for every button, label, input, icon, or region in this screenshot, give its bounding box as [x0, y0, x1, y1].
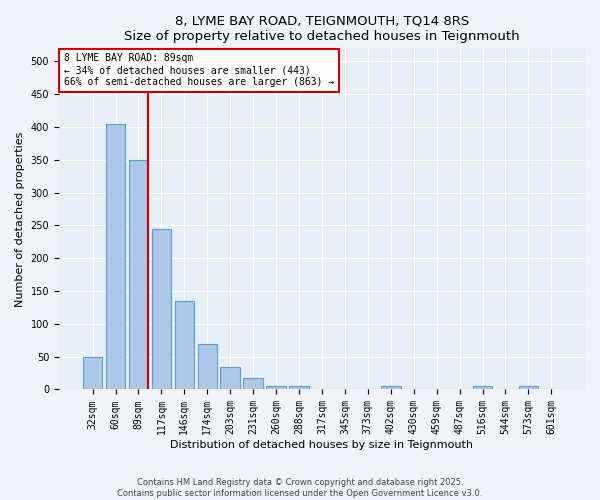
Bar [518, 386, 538, 390]
Bar [220, 366, 240, 390]
X-axis label: Distribution of detached houses by size in Teignmouth: Distribution of detached houses by size … [170, 440, 473, 450]
Bar [197, 344, 217, 390]
Bar [473, 386, 492, 390]
Bar [83, 356, 103, 390]
Text: 8 LYME BAY ROAD: 89sqm
← 34% of detached houses are smaller (443)
66% of semi-de: 8 LYME BAY ROAD: 89sqm ← 34% of detached… [64, 54, 334, 86]
Title: 8, LYME BAY ROAD, TEIGNMOUTH, TQ14 8RS
Size of property relative to detached hou: 8, LYME BAY ROAD, TEIGNMOUTH, TQ14 8RS S… [124, 15, 520, 43]
Bar [244, 378, 263, 390]
Bar [289, 386, 309, 390]
Bar [175, 301, 194, 390]
Text: Contains HM Land Registry data © Crown copyright and database right 2025.
Contai: Contains HM Land Registry data © Crown c… [118, 478, 482, 498]
Bar [266, 386, 286, 390]
Y-axis label: Number of detached properties: Number of detached properties [15, 131, 25, 306]
Bar [128, 160, 148, 390]
Bar [152, 228, 171, 390]
Bar [106, 124, 125, 390]
Bar [381, 386, 401, 390]
